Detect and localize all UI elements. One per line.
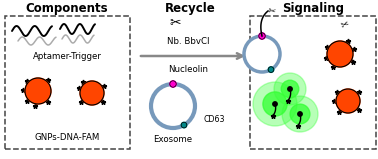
Text: Exosome: Exosome xyxy=(153,135,192,144)
Text: CD63: CD63 xyxy=(203,114,225,124)
Circle shape xyxy=(274,73,306,105)
Circle shape xyxy=(181,122,187,128)
Circle shape xyxy=(282,96,318,132)
Circle shape xyxy=(170,81,176,87)
Text: Nucleolin: Nucleolin xyxy=(168,65,208,73)
Circle shape xyxy=(288,87,292,91)
Bar xyxy=(5,16,130,149)
Circle shape xyxy=(244,36,280,72)
Circle shape xyxy=(25,78,51,104)
Text: Aptamer-Trigger: Aptamer-Trigger xyxy=(33,52,101,61)
Circle shape xyxy=(298,112,302,116)
Text: Recycle: Recycle xyxy=(165,2,215,15)
Circle shape xyxy=(259,33,265,39)
Bar xyxy=(250,16,376,149)
FancyArrowPatch shape xyxy=(141,53,242,59)
Circle shape xyxy=(327,41,353,67)
Circle shape xyxy=(80,81,104,105)
Circle shape xyxy=(290,104,310,124)
Circle shape xyxy=(263,92,287,116)
Circle shape xyxy=(253,82,297,126)
Circle shape xyxy=(151,84,195,128)
Circle shape xyxy=(268,67,274,72)
Text: Nb. BbvCI: Nb. BbvCI xyxy=(167,37,209,45)
Text: ✂: ✂ xyxy=(169,16,181,30)
Text: ✂: ✂ xyxy=(339,18,350,30)
Circle shape xyxy=(273,102,277,106)
Text: ✂: ✂ xyxy=(268,6,276,16)
Text: Components: Components xyxy=(26,2,108,15)
Text: GNPs-DNA-FAM: GNPs-DNA-FAM xyxy=(34,133,100,142)
Circle shape xyxy=(281,80,299,98)
Text: Signaling: Signaling xyxy=(282,2,344,15)
Circle shape xyxy=(336,89,360,113)
